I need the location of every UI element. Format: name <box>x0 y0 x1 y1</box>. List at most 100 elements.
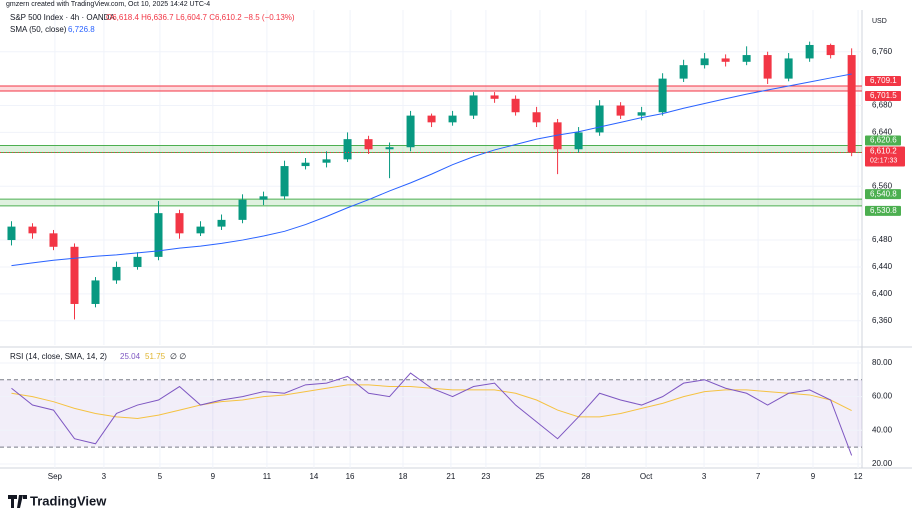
y-tick-label: 6,400 <box>872 289 893 298</box>
level-label: 6,701.5 <box>870 91 897 100</box>
x-tick-label: Sep <box>48 472 63 481</box>
x-tick-label: 12 <box>854 472 863 481</box>
candle-body <box>511 98 520 113</box>
zone <box>0 199 862 206</box>
level-tag <box>865 75 901 86</box>
credit: gmzern created with TradingView.com, Oct… <box>6 1 210 8</box>
brand: TradingView <box>30 493 107 508</box>
x-tick-label: 25 <box>535 472 544 481</box>
y-tick-label: 6,560 <box>872 181 893 190</box>
level-tag <box>865 189 901 200</box>
candle-body <box>532 112 541 123</box>
rsi-line <box>11 372 853 456</box>
x-tick-label: 14 <box>309 472 318 481</box>
candle-body <box>679 65 688 79</box>
level-label: 6,620.6 <box>870 136 897 145</box>
candle-body <box>637 112 646 116</box>
candle-body <box>49 233 58 247</box>
candle-body <box>847 55 856 153</box>
currency: USD <box>872 18 887 25</box>
x-tick-label: 18 <box>399 472 408 481</box>
candle-body <box>7 226 16 241</box>
rsi-tick-label: 60.00 <box>872 392 893 401</box>
candle-body <box>805 44 814 59</box>
level-tag <box>865 135 901 146</box>
candle-body <box>658 78 667 113</box>
level-label: 6,709.1 <box>870 76 897 85</box>
candle-body <box>70 246 79 304</box>
candle-body <box>280 166 289 197</box>
rsi-tick-label: 40.00 <box>872 425 893 434</box>
candle-body <box>406 115 415 148</box>
candle-body <box>175 213 184 234</box>
candle-body <box>595 105 604 133</box>
sma-legend: SMA (50, close) <box>10 25 67 34</box>
last-price-tag <box>865 146 905 167</box>
logo: TradingView <box>8 493 107 508</box>
candle-body <box>217 219 226 227</box>
candle-body <box>490 95 499 99</box>
last-price-label: 6,610.2 <box>870 147 897 156</box>
candle-body <box>238 199 247 220</box>
rsi-title: RSI (14, close, SMA, 14, 2) <box>10 352 107 361</box>
rsi-tick-label: 20.00 <box>872 459 893 468</box>
candle-body <box>763 55 772 79</box>
grid <box>0 10 862 468</box>
rsi-band <box>0 379 862 448</box>
candle-body <box>259 196 268 200</box>
x-tick-label: 28 <box>581 472 590 481</box>
candle-body <box>469 95 478 116</box>
candle-body <box>826 44 835 56</box>
candle-body <box>574 132 583 150</box>
y-tick-label: 6,760 <box>872 47 893 56</box>
x-tick-label: 21 <box>446 472 455 481</box>
candle-body <box>721 58 730 62</box>
candle-body <box>616 105 625 116</box>
candle-body <box>742 55 751 62</box>
rsi-ma-value: 51.75 <box>145 352 166 361</box>
y-tick-label: 6,440 <box>872 262 893 271</box>
candle-body <box>154 213 163 257</box>
x-tick-label: Oct <box>640 472 653 481</box>
sma-legend-value: 6,726.8 <box>68 25 95 34</box>
candle-body <box>448 115 457 123</box>
x-tick-label: 3 <box>102 472 107 481</box>
level-label: 6,540.8 <box>870 189 897 198</box>
rsi-tick-label: 80.00 <box>872 358 893 367</box>
zone <box>0 85 862 92</box>
rsi-suffix: ∅ ∅ <box>170 352 186 361</box>
candle-body <box>28 226 37 234</box>
x-tick-label: 5 <box>158 472 163 481</box>
x-tick-label: 23 <box>481 472 490 481</box>
candle-body <box>553 122 562 150</box>
x-tick-label: 7 <box>756 472 761 481</box>
candle-body <box>427 115 436 123</box>
y-tick-label: 6,680 <box>872 101 893 110</box>
candle-body <box>322 159 331 163</box>
x-tick-label: 9 <box>211 472 216 481</box>
candle-body <box>700 58 709 66</box>
candle-body <box>112 266 121 281</box>
y-tick-label: 6,480 <box>872 235 893 244</box>
candle-body <box>784 58 793 79</box>
plot <box>0 41 862 456</box>
x-tick-label: 9 <box>811 472 816 481</box>
x-tick-label: 16 <box>346 472 355 481</box>
level-label: 6,530.8 <box>870 206 897 215</box>
symbol-title: S&P 500 Index · 4h · OANDA <box>10 13 115 22</box>
level-tag <box>865 205 901 216</box>
candle-body <box>196 226 205 234</box>
candle-body <box>364 139 373 150</box>
sma-line <box>11 73 852 267</box>
y-tick-label: 6,640 <box>872 128 893 137</box>
candle-body <box>343 139 352 160</box>
candle-body <box>91 280 100 304</box>
candle-body <box>133 256 142 267</box>
x-tick-label: 11 <box>263 472 272 481</box>
y-tick-label: 6,360 <box>872 316 893 325</box>
x-tick-label: 3 <box>702 472 707 481</box>
zone <box>0 145 862 153</box>
ohlc: O6,618.4 H6,636.7 L6,604.7 C6,610.2 −8.5… <box>106 13 295 22</box>
level-tag <box>865 91 901 102</box>
